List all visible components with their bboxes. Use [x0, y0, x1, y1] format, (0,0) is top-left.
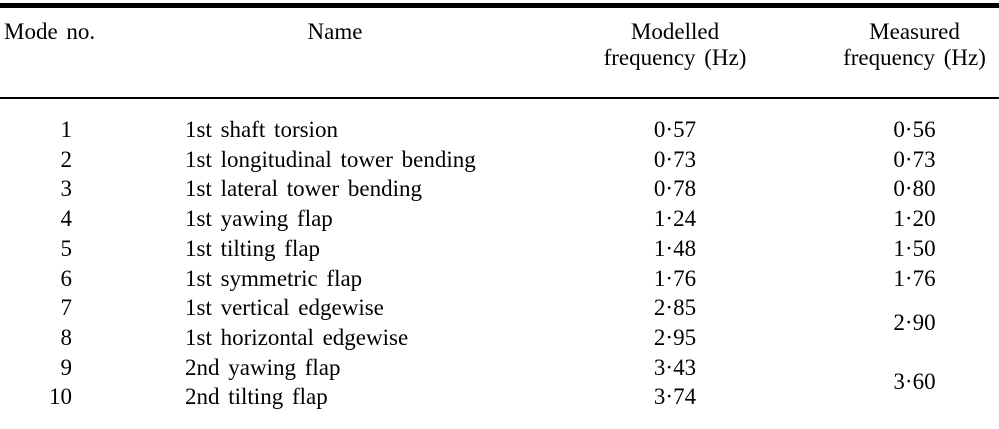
measured-cell-merged: 2·90: [893, 310, 936, 336]
table-row: 2 1st longitudinal tower bending 0·73 0·…: [0, 145, 999, 175]
mode-cell: 9: [60, 354, 73, 380]
measured-cell: 1·50: [893, 235, 936, 261]
modelled-cell: 3·74: [653, 384, 697, 410]
modelled-cell: 2·95: [653, 324, 697, 350]
col-header-measured-frequency: Measured frequency (Hz): [830, 5, 999, 99]
mode-cell: 8: [60, 324, 73, 350]
col-header-measured-line1: Measured: [869, 19, 960, 44]
table-row: 10 2nd tilting flap 3·74: [0, 382, 999, 412]
name-cell: 1st horizontal edgewise: [185, 324, 409, 350]
col-header-modelled-line2: frequency (Hz): [603, 45, 747, 70]
modelled-cell: 0·57: [653, 117, 697, 142]
name-cell: 2nd yawing flap: [185, 354, 341, 380]
modelled-cell: 1·48: [653, 235, 697, 261]
table-row: 7 1st vertical edgewise 2·85 2·90: [0, 293, 999, 335]
table-row: 9 2nd yawing flap 3·43 3·60: [0, 353, 999, 395]
table-row: 5 1st tilting flap 1·48 1·50: [0, 234, 999, 264]
name-cell: 1st lateral tower bending: [185, 176, 423, 202]
mode-cell: 7: [60, 295, 73, 321]
table-body: 1 1st shaft torsion 0·57 0·56 2 1st long…: [0, 98, 999, 412]
name-cell: 2nd tilting flap: [185, 384, 328, 410]
table-header: Mode no. Name Modelled frequency (Hz) Me…: [0, 5, 999, 99]
mode-cell: 10: [49, 384, 72, 410]
col-header-modelled-line1: Modelled: [630, 19, 720, 44]
modelled-cell: 1·76: [653, 265, 697, 291]
col-header-measured-line2: frequency (Hz): [843, 45, 986, 70]
measured-cell: 0·80: [893, 176, 936, 202]
mode-cell: 4: [60, 206, 73, 232]
name-cell: 1st longitudinal tower bending: [185, 146, 476, 172]
modal-frequencies-table: Mode no. Name Modelled frequency (Hz) Me…: [0, 3, 999, 412]
modelled-cell: 1·24: [653, 206, 697, 232]
modelled-cell: 0·73: [653, 146, 697, 172]
mode-cell: 3: [60, 176, 73, 202]
table-row: 1 1st shaft torsion 0·57 0·56: [0, 98, 999, 145]
table-row: 4 1st yawing flap 1·24 1·20: [0, 204, 999, 234]
measured-cell: 1·76: [893, 265, 936, 291]
measured-cell-merged: 3·60: [893, 369, 936, 395]
name-cell: 1st yawing flap: [185, 206, 333, 232]
measured-cell: 0·73: [893, 146, 936, 172]
mode-cell: 6: [60, 265, 73, 291]
name-cell: 1st symmetric flap: [185, 265, 363, 291]
col-header-modelled-frequency: Modelled frequency (Hz): [520, 5, 830, 99]
modelled-cell: 3·43: [653, 354, 697, 380]
name-cell: 1st vertical edgewise: [185, 295, 384, 321]
measured-cell: 0·56: [893, 117, 936, 142]
mode-cell: 2: [60, 146, 73, 172]
table-row: 8 1st horizontal edgewise 2·95: [0, 323, 999, 353]
mode-cell: 1: [60, 117, 73, 142]
col-header-mode-no: Mode no.: [0, 5, 150, 99]
header-row: Mode no. Name Modelled frequency (Hz) Me…: [0, 5, 999, 99]
measured-cell: 1·20: [893, 206, 936, 232]
table-row: 3 1st lateral tower bending 0·78 0·80: [0, 174, 999, 204]
name-cell: 1st tilting flap: [185, 235, 321, 261]
col-header-name: Name: [150, 5, 520, 99]
modelled-cell: 2·85: [653, 295, 697, 321]
modelled-cell: 0·78: [653, 176, 697, 202]
mode-cell: 5: [60, 235, 73, 261]
name-cell: 1st shaft torsion: [185, 117, 338, 142]
table-row: 6 1st symmetric flap 1·76 1·76: [0, 264, 999, 294]
